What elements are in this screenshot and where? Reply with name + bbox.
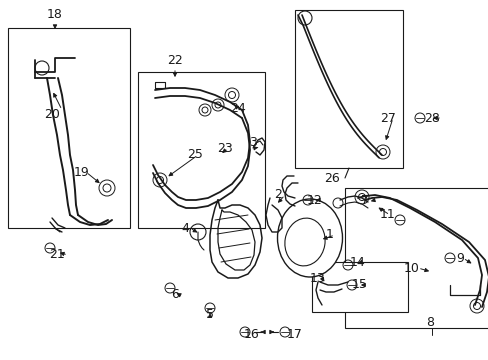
Text: 27: 27: [379, 112, 395, 125]
Text: 24: 24: [230, 102, 245, 114]
Text: 26: 26: [324, 171, 339, 184]
Text: 20: 20: [44, 108, 60, 122]
Text: 19: 19: [74, 166, 90, 179]
Text: 28: 28: [423, 112, 439, 125]
Text: 22: 22: [167, 54, 183, 67]
Text: 9: 9: [455, 252, 463, 265]
Text: 7: 7: [360, 194, 368, 207]
Text: 2: 2: [273, 189, 282, 202]
Text: 16: 16: [244, 328, 259, 342]
Bar: [311, 262, 407, 312]
Text: 11: 11: [379, 208, 395, 221]
Text: 6: 6: [171, 288, 179, 302]
Text: 25: 25: [187, 148, 203, 162]
Text: 4: 4: [181, 221, 188, 234]
Text: 21: 21: [49, 248, 65, 261]
Ellipse shape: [285, 218, 325, 266]
Text: 1: 1: [325, 229, 333, 242]
Text: 15: 15: [351, 279, 367, 292]
Bar: [138, 72, 264, 228]
Text: 12: 12: [306, 194, 322, 207]
Text: 18: 18: [47, 8, 63, 21]
Text: 3: 3: [248, 135, 256, 148]
Text: 23: 23: [217, 141, 232, 154]
Text: 13: 13: [309, 271, 325, 284]
Bar: [345, 188, 488, 328]
Text: 14: 14: [349, 256, 365, 269]
Text: 10: 10: [403, 261, 419, 274]
Bar: [294, 10, 402, 168]
Ellipse shape: [277, 199, 342, 277]
Text: 17: 17: [286, 328, 303, 342]
Text: 8: 8: [425, 315, 433, 328]
Bar: [8, 28, 130, 228]
Text: 5: 5: [205, 309, 214, 321]
